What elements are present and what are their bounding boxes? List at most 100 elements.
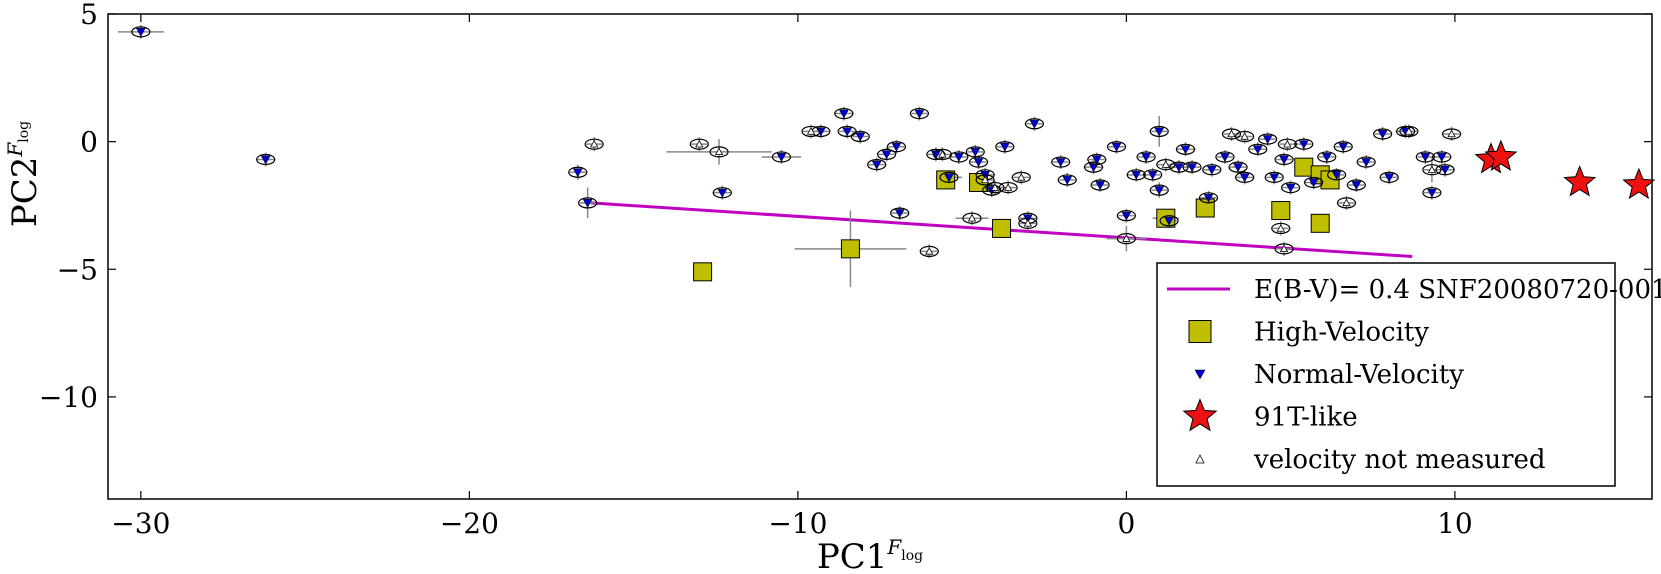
normal-velocity-point — [1164, 216, 1175, 226]
normal-velocity-point — [1331, 170, 1342, 180]
normal-velocity-point — [1262, 135, 1273, 145]
normal-velocity-point — [572, 168, 583, 178]
legend-entry: E(B-V)= 0.4 SNF20080720-001 — [1167, 275, 1661, 305]
normal-velocity-point — [1062, 176, 1073, 185]
velocity-not-measured-point-ring — [1442, 128, 1462, 140]
normal-velocity-point — [1440, 165, 1450, 175]
velocity-not-measured-point — [1240, 132, 1249, 140]
normal-velocity-point — [1111, 142, 1122, 152]
y-tick-label: 5 — [80, 0, 98, 31]
velocity-not-measured-point-ring — [1277, 138, 1297, 150]
normal-velocity-point — [1131, 170, 1142, 180]
velocity-not-measured-point — [990, 183, 1000, 191]
velocity-not-measured-point — [1342, 198, 1351, 207]
normal-velocity-point — [1203, 193, 1214, 203]
high-velocity-point — [1271, 201, 1291, 221]
velocity-not-measured-point — [925, 247, 934, 255]
velocity-not-measured-point — [1447, 129, 1456, 138]
normal-velocity-point — [1420, 153, 1431, 162]
velocity-not-measured-point-ring — [584, 138, 604, 150]
velocity-not-measured-point-ring — [1156, 159, 1176, 171]
legend-entry: velocity not measured — [1195, 445, 1546, 475]
normal-velocity-point — [944, 173, 954, 183]
legend-box — [1156, 262, 1616, 487]
x-tick-label: −20 — [440, 507, 499, 540]
velocity-not-measured-point — [1283, 139, 1292, 148]
plot-frame — [107, 13, 1653, 500]
y-axis-title-subscript: log — [16, 121, 32, 143]
high-velocity-point — [693, 262, 713, 282]
velocity-not-measured-point — [1279, 244, 1289, 253]
legend-entries: E(B-V)= 0.4 SNF20080720-001 High-Velocity… — [1167, 275, 1661, 475]
velocity-not-measured-point-ring — [1011, 171, 1031, 183]
normal-velocity-point — [1206, 165, 1217, 175]
normal-velocity-point — [871, 160, 882, 170]
normal-velocity-point — [1029, 119, 1040, 129]
legend-label: High-Velocity — [1254, 318, 1429, 348]
normal-velocity-point — [914, 109, 925, 119]
normal-velocity-point — [999, 142, 1010, 152]
velocity-not-measured-point — [695, 139, 704, 148]
velocity-not-measured-point — [1003, 183, 1013, 191]
normal-velocity-point — [1055, 158, 1066, 168]
velocity-not-measured-point-ring — [919, 245, 939, 257]
normal-velocity-point — [1269, 173, 1280, 183]
legend-label: E(B-V)= 0.4 SNF20080720-001 — [1254, 275, 1661, 305]
velocity-not-measured-point-ring — [1399, 125, 1419, 138]
normal-velocity-point — [1351, 181, 1362, 191]
normal-velocity-point — [1285, 183, 1296, 193]
velocity-not-measured-point-ring — [998, 181, 1018, 194]
legend-entry: High-Velocity — [1188, 318, 1429, 348]
x-axis-title-main: PC1 — [817, 537, 888, 574]
normal-velocity-point — [1154, 186, 1165, 196]
normal-velocity-point — [776, 153, 787, 162]
normal-velocity-point — [894, 209, 905, 219]
x-axis-title-subscript: log — [901, 548, 923, 564]
legend-label: Normal-Velocity — [1254, 360, 1464, 390]
legend: E(B-V)= 0.4 SNF20080720-001 High-Velocity… — [1156, 262, 1661, 487]
normal-velocity-point — [881, 150, 892, 160]
normal-velocity-point — [842, 127, 853, 137]
high-velocity-point — [1310, 213, 1330, 233]
velocity-not-measured-point — [980, 175, 990, 184]
velocity-not-measured-point-ring — [1116, 233, 1136, 245]
velocity-not-measured-point — [806, 127, 816, 135]
x-axis-tick-labels: −30 −20 −10 0 10 — [111, 507, 1472, 540]
legend-entry: 91T-like — [1182, 398, 1358, 433]
normal-velocity-point — [1436, 153, 1447, 162]
normal-velocity-point — [1361, 158, 1372, 168]
axis-ticks — [108, 13, 1652, 499]
legend-triangle-swatch — [1194, 369, 1206, 380]
plot-area — [107, 13, 1656, 500]
normal-velocity-point — [1091, 155, 1102, 165]
normal-velocity-point — [1220, 153, 1230, 162]
velocity-not-measured-point — [1427, 165, 1437, 173]
y-axis-title-superscript: F — [3, 142, 27, 158]
velocity-not-measured-point — [1017, 173, 1026, 181]
normal-velocity-point — [1377, 130, 1388, 139]
x-axis-title: PC1Flog — [817, 535, 923, 574]
normal-velocity-point — [838, 109, 849, 119]
normal-velocity-point — [1279, 155, 1289, 165]
x-tick-label: −10 — [768, 507, 827, 540]
normal-velocity-point — [1147, 170, 1158, 180]
velocity-not-measured-point — [590, 139, 599, 148]
normal-velocity-point — [1233, 163, 1244, 173]
legend-square-swatch — [1188, 320, 1212, 343]
normal-velocity-point — [953, 153, 964, 162]
velocity-not-measured-point-ring — [709, 146, 729, 158]
x-tick-label: −30 — [111, 507, 170, 540]
x-tick-label: 10 — [1437, 507, 1473, 540]
normal-velocity-point — [855, 132, 866, 142]
velocity-not-measured-point — [967, 213, 977, 222]
legend-label: velocity not measured — [1253, 445, 1546, 475]
normal-velocity-point — [970, 147, 981, 157]
normal-velocity-point — [1384, 173, 1395, 183]
normal-velocity-point — [260, 155, 271, 165]
velocity-not-measured-point-ring — [1235, 130, 1255, 143]
high-velocity-point — [840, 239, 860, 259]
normal-velocity-point — [1298, 140, 1309, 150]
normal-velocity-point — [1308, 178, 1319, 188]
velocity-not-measured-point-ring — [932, 148, 953, 160]
